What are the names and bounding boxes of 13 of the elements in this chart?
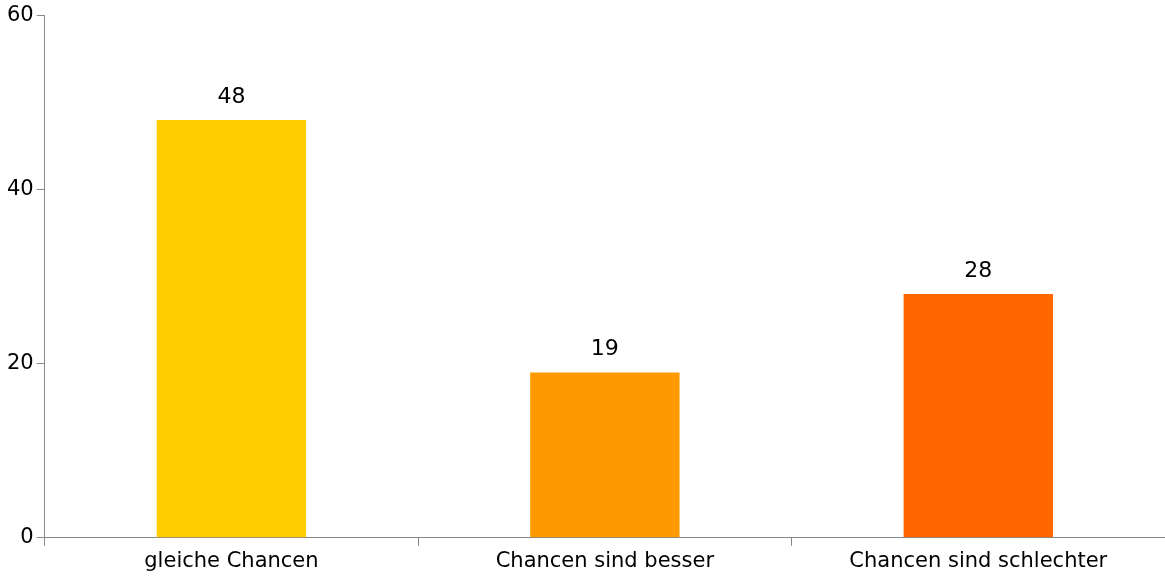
bar — [903, 294, 1053, 538]
bar — [530, 372, 680, 538]
y-tick-label: 40 — [6, 176, 34, 201]
data-label: 19 — [590, 335, 619, 361]
x-tick-label: Chancen sind schlechter — [849, 547, 1108, 572]
y-tick-label: 60 — [6, 2, 34, 27]
data-label: 48 — [217, 82, 246, 108]
y-tick-label: 20 — [6, 350, 34, 375]
data-label: 28 — [964, 256, 993, 282]
x-tick-label: gleiche Chancen — [144, 547, 319, 572]
bar — [156, 120, 307, 538]
x-tick-label: Chancen sind besser — [495, 547, 715, 572]
y-tick-label: 0 — [20, 524, 34, 549]
